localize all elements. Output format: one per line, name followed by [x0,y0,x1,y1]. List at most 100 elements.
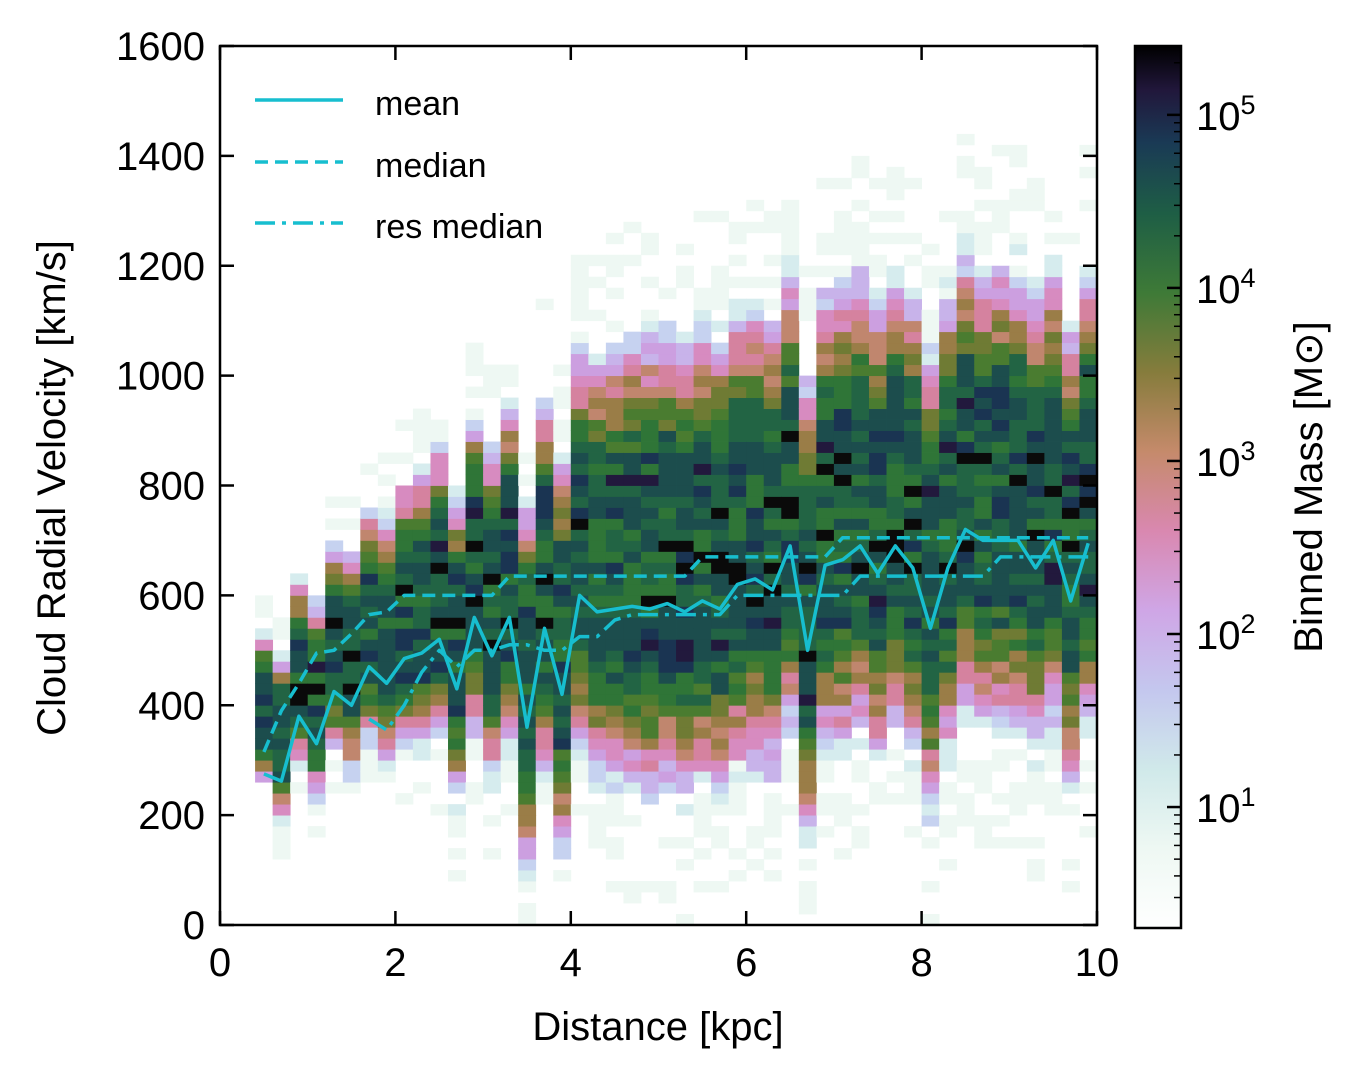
heatmap-cell [307,628,326,640]
heatmap-cell [553,617,572,629]
heatmap-cell [1061,496,1080,508]
heatmap-cell [518,573,537,585]
heatmap-cell [711,452,730,464]
heatmap-cell [360,749,379,761]
heatmap-cell [886,485,905,497]
heatmap-cell [833,408,852,420]
heatmap-cell [1026,705,1045,717]
heatmap-cell [711,419,730,431]
heatmap-cell [553,474,572,486]
heatmap-cell [342,683,361,695]
heatmap-cell [763,320,782,333]
heatmap-cell [535,507,554,519]
heatmap-cell [255,771,274,783]
heatmap-cell [728,562,747,574]
heatmap-cell [763,870,782,882]
heatmap-cell [833,320,852,333]
heatmap-cell [816,716,835,728]
heatmap-cell [1026,177,1045,190]
heatmap-cell [991,386,1010,398]
heatmap-cell [904,606,922,618]
heatmap-cell [833,419,852,431]
heatmap-cell [711,595,730,607]
heatmap-cell [921,452,940,464]
heatmap-cell [395,562,414,574]
heatmap-cell [746,441,765,453]
heatmap-cell [728,870,747,882]
heatmap-cell [588,551,607,563]
heatmap-cell [605,353,624,366]
heatmap-cell [939,518,958,530]
heatmap-cell [763,727,782,739]
heatmap-cell [1061,749,1080,761]
heatmap-cell [518,518,537,530]
heatmap-cell [746,826,765,838]
heatmap-cell [728,584,747,596]
heatmap-cell [658,771,677,783]
heatmap-cell [500,694,519,706]
heatmap-cell [518,474,537,486]
heatmap-cell [763,628,782,640]
heatmap-cell [255,639,274,651]
heatmap-cell [395,650,414,662]
heatmap-cell [939,430,958,442]
heatmap-cell [676,650,694,662]
heatmap-cell [763,771,782,783]
heatmap-cell [623,683,642,695]
heatmap-cell [483,760,502,772]
heatmap-cell [851,639,870,651]
heatmap-cell [1079,518,1097,530]
heatmap-cell [798,375,817,388]
heatmap-cell [798,705,817,717]
heatmap-cell [781,232,800,245]
heatmap-cell [904,408,922,420]
heatmap-cell [904,639,922,651]
heatmap-cell [1061,430,1080,442]
heatmap-cell [781,342,800,355]
heatmap-cell [430,639,449,651]
heatmap-cell [833,694,852,706]
heatmap-cell [342,694,361,706]
heatmap-cell [518,826,537,838]
heatmap-cell [360,573,379,585]
heatmap-cell [676,408,694,420]
heatmap-cell [956,276,975,289]
heatmap-cell [921,408,940,420]
heatmap-cell [412,749,431,761]
heatmap-cell [1079,727,1097,739]
heatmap-cell [676,705,694,717]
heatmap-cell [851,364,870,377]
heatmap-cell [1009,573,1028,585]
heatmap-cell [342,760,361,772]
heatmap-cell [570,573,589,585]
y-tick-label: 0 [183,904,205,948]
heatmap-cell [956,386,975,398]
heatmap-cell [553,485,572,497]
heatmap-cell [588,474,607,486]
heatmap-cell [623,650,642,662]
heatmap-cell [1079,276,1097,289]
heatmap-cell [658,892,677,904]
heatmap-cell [746,364,765,377]
heatmap-cell [325,606,344,618]
heatmap-cell [798,903,817,915]
heatmap-cell [763,430,782,442]
series-line-res-median [368,555,1089,732]
colorbar-tick-label: 105 [1196,90,1256,139]
heatmap-cell [325,628,344,640]
heatmap-cell [360,716,379,728]
heatmap-cell [483,727,502,739]
heatmap-cell [711,804,730,816]
heatmap-cell [746,606,765,618]
heatmap-cell [974,474,993,486]
heatmap-cell [746,507,765,519]
heatmap-cell [1061,342,1080,355]
heatmap-cell [518,848,537,860]
heatmap-cell [1009,837,1028,849]
heatmap-cell [588,430,607,442]
heatmap-cell [553,716,572,728]
heatmap-cell [570,628,589,640]
heatmap-cell [781,694,800,706]
heatmap-cell [1061,397,1080,409]
